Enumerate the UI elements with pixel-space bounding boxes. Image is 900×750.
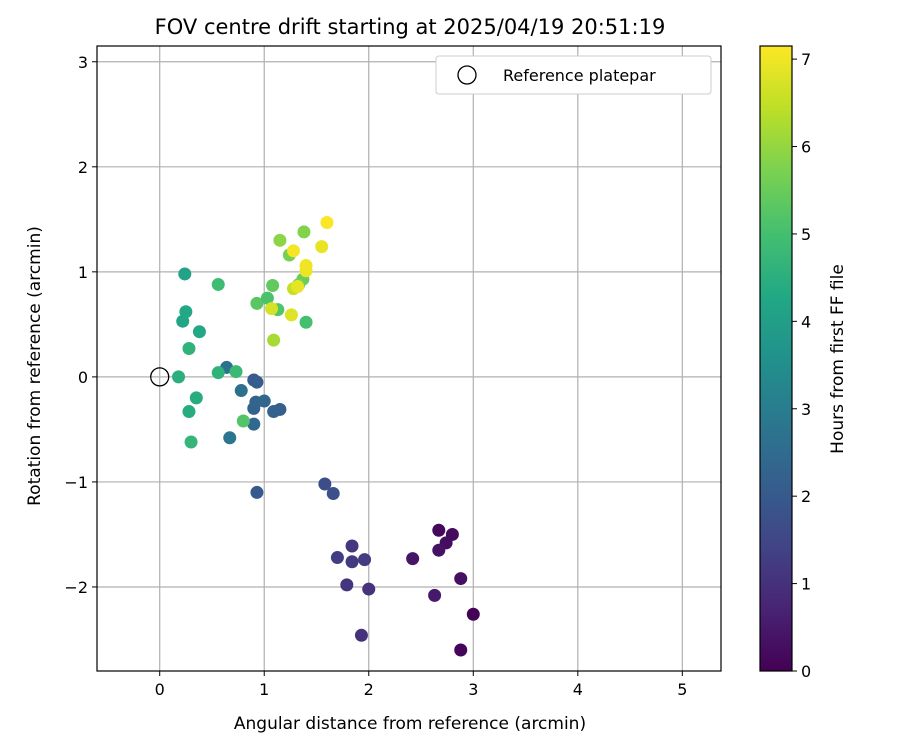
data-point: [211, 366, 225, 380]
data-point: [247, 417, 261, 431]
y-tick-label: 2: [78, 158, 88, 177]
colorbar-tick-label: 7: [801, 50, 811, 69]
y-axis-ticks: −2 −1 0 1 2 3: [64, 53, 97, 597]
x-tick-label: 4: [573, 680, 583, 699]
data-point: [284, 308, 298, 322]
colorbar-tick-label: 5: [801, 225, 811, 244]
x-tick-label: 2: [364, 680, 374, 699]
data-point: [432, 523, 446, 537]
data-point: [211, 277, 225, 291]
data-point: [340, 578, 354, 592]
data-point: [318, 477, 332, 491]
x-axis-ticks: 0 1 2 3 4 5: [155, 671, 687, 699]
data-point: [182, 342, 196, 356]
data-point: [192, 325, 206, 339]
data-point: [299, 315, 313, 329]
data-point: [428, 588, 442, 602]
data-point: [320, 215, 334, 229]
data-point: [466, 607, 480, 621]
data-point: [236, 414, 250, 428]
data-point: [330, 551, 344, 565]
y-tick-label: 1: [78, 263, 88, 282]
colorbar-tick-label: 1: [801, 575, 811, 594]
colorbar-tick-label: 0: [801, 662, 811, 681]
colorbar-tick-label: 4: [801, 312, 811, 331]
data-point: [234, 384, 248, 398]
data-point: [287, 244, 301, 258]
data-point: [267, 405, 281, 419]
data-point: [358, 553, 372, 567]
data-point: [432, 543, 446, 557]
data-point: [406, 552, 420, 566]
data-point: [299, 259, 313, 273]
colorbar-tick-label: 2: [801, 487, 811, 506]
data-point: [354, 628, 368, 642]
x-tick-label: 5: [677, 680, 687, 699]
data-point: [291, 280, 305, 294]
data-point: [179, 305, 193, 319]
data-point: [273, 233, 287, 247]
data-point: [223, 431, 237, 445]
data-points: [172, 215, 480, 657]
data-point: [260, 291, 274, 305]
y-axis-label: Rotation from reference (arcmin): [25, 226, 45, 506]
data-point: [184, 435, 198, 449]
x-axis-label: Angular distance from reference (arcmin): [234, 714, 586, 734]
data-point: [250, 485, 264, 499]
colorbar-ticks: 0 1 2 3 4 5 6 7: [792, 50, 811, 681]
data-point: [326, 486, 340, 500]
plot-frame: [96, 45, 722, 672]
data-point: [229, 365, 243, 379]
data-point: [345, 555, 359, 569]
chart-title: FOV centre drift starting at 2025/04/19 …: [155, 15, 666, 39]
data-point: [362, 582, 376, 596]
grid-lines: [97, 46, 721, 671]
x-tick-label: 3: [468, 680, 478, 699]
data-point: [454, 572, 468, 586]
data-point: [257, 394, 271, 408]
data-point: [265, 302, 279, 316]
data-point: [345, 539, 359, 553]
y-tick-label: 0: [78, 368, 88, 387]
legend-marker-open-circle: [457, 65, 477, 85]
data-point: [454, 643, 468, 657]
data-point: [172, 370, 186, 384]
legend-label: Reference platepar: [503, 66, 656, 85]
x-tick-label: 0: [155, 680, 165, 699]
data-point: [267, 333, 281, 347]
colorbar-tick-label: 3: [801, 400, 811, 419]
colorbar: [759, 45, 793, 672]
colorbar-tick-label: 6: [801, 138, 811, 157]
data-point: [178, 267, 192, 281]
legend: Reference platepar: [435, 55, 712, 95]
data-point: [189, 391, 203, 405]
y-tick-label: 3: [78, 53, 88, 72]
data-point: [250, 296, 264, 310]
data-point: [250, 375, 264, 389]
data-point: [297, 225, 311, 239]
data-point: [266, 278, 280, 292]
data-point: [315, 240, 329, 254]
colorbar-label: Hours from first FF file: [828, 264, 848, 454]
x-tick-label: 1: [259, 680, 269, 699]
y-tick-label: −2: [64, 578, 88, 597]
y-tick-label: −1: [64, 473, 88, 492]
legend-box: [435, 55, 712, 95]
data-point: [182, 405, 196, 419]
reference-platepar-marker: [150, 367, 170, 387]
